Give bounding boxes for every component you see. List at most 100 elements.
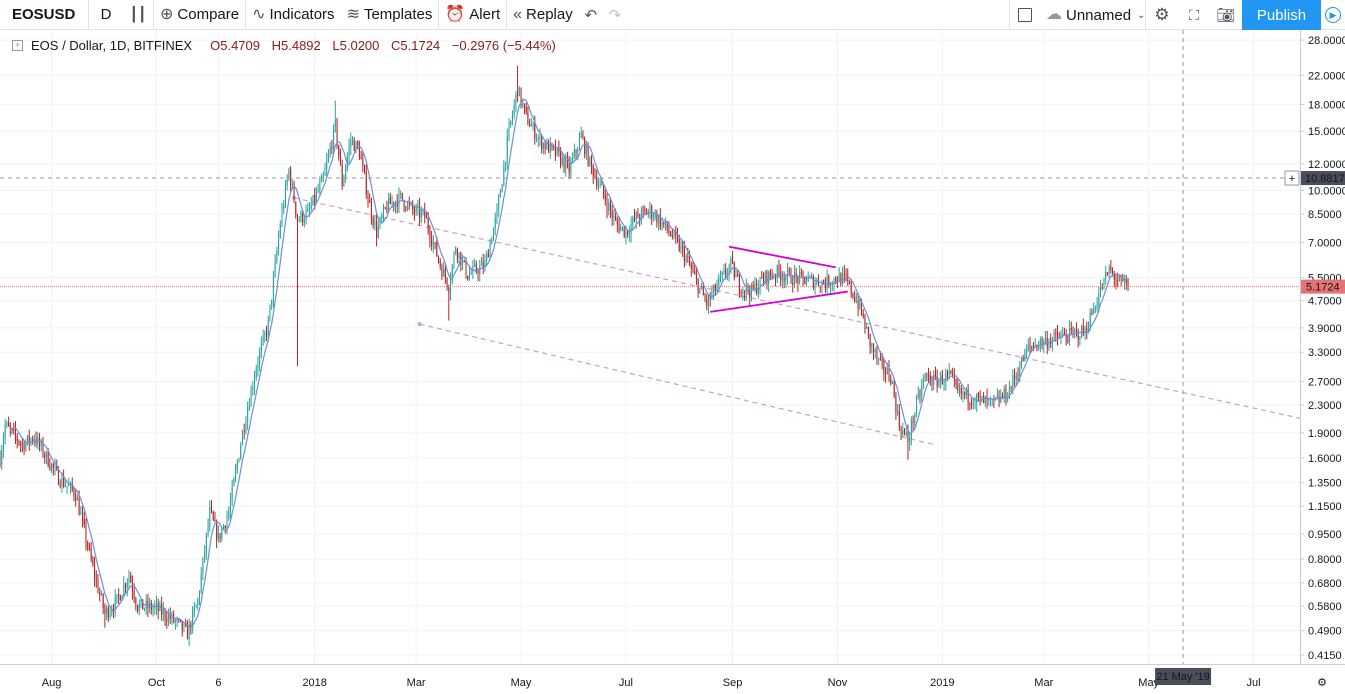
- redo-button[interactable]: ↷: [603, 0, 627, 30]
- candle-body: [833, 278, 835, 285]
- snapshot-button[interactable]: 📷︎: [1210, 0, 1242, 30]
- candle-body: [1038, 345, 1040, 349]
- compare-button[interactable]: ⊕ Compare: [154, 0, 245, 30]
- chart-legend: + EOS / Dollar, 1D, BITFINEX O5.4709 H5.…: [12, 38, 564, 53]
- candle-body: [986, 396, 988, 400]
- axes-layer: 28.0000 22.0000 18.0000 15.0000 12.0000 10.00…: [0, 30, 1345, 694]
- candle-body: [632, 217, 634, 225]
- alert-button[interactable]: ⏰ Alert: [439, 0, 506, 30]
- templates-icon: ≋: [346, 5, 360, 23]
- price-tick-label: 0.9500: [1308, 529, 1342, 541]
- chart-type-button[interactable]: ┃┃: [123, 0, 153, 30]
- undo-icon: ↶: [584, 6, 598, 24]
- candle-body: [940, 374, 942, 381]
- candle-body: [389, 197, 391, 205]
- time-tick-label: Sep: [723, 677, 743, 689]
- candle-body: [505, 162, 507, 166]
- candle-body: [541, 136, 543, 150]
- interval-button[interactable]: D: [100, 6, 112, 23]
- candle-body: [592, 165, 594, 177]
- symbol-search[interactable]: EOSUSD: [12, 6, 76, 23]
- candle-body: [902, 429, 904, 435]
- candle-body: [948, 370, 950, 375]
- candle-body: [572, 157, 574, 162]
- candle-body: [453, 253, 455, 266]
- price-chart[interactable]: 28.0000 22.0000 18.0000 15.0000 12.0000 10.00…: [0, 30, 1345, 694]
- candle-body: [728, 266, 730, 274]
- candle-body: [1101, 286, 1103, 289]
- candle-body: [1026, 349, 1028, 351]
- candle-body: [561, 157, 563, 165]
- candle-body: [1044, 337, 1047, 341]
- candle-body: [161, 604, 163, 615]
- toolbar-right-group: ☁ Unnamed ⌄ ⚙ ⛶ 📷︎ Publish ▶: [1009, 0, 1345, 30]
- settings-button[interactable]: ⚙: [1146, 0, 1178, 30]
- candle-body: [921, 386, 923, 397]
- candle-body: [439, 260, 441, 267]
- candle-body: [558, 147, 560, 152]
- candle-body: [1094, 308, 1096, 310]
- candle-body: [821, 281, 823, 288]
- replay-button[interactable]: « Replay: [507, 0, 579, 30]
- candle-body: [1014, 375, 1016, 379]
- candle-body: [240, 444, 242, 459]
- candle-body: [910, 420, 912, 439]
- candle-body: [534, 123, 536, 140]
- candle-body: [1039, 338, 1041, 346]
- candle-body: [867, 326, 869, 334]
- legend-title[interactable]: EOS / Dollar, 1D, BITFINEX: [31, 38, 193, 53]
- candle-body: [523, 103, 525, 107]
- candle-body: [506, 136, 508, 163]
- candle-body: [787, 269, 789, 277]
- candle-body: [1057, 333, 1059, 338]
- candle-body: [429, 229, 431, 240]
- candle-body: [480, 261, 482, 266]
- price-tick-label: 18.0000: [1308, 100, 1345, 112]
- candle-body: [893, 382, 895, 396]
- candle-body: [11, 428, 13, 430]
- collapse-legend-icon[interactable]: +: [12, 40, 23, 51]
- candle-body: [71, 483, 73, 490]
- candle-body: [1127, 278, 1129, 287]
- candle-body: [680, 245, 682, 251]
- publish-button[interactable]: Publish: [1242, 0, 1321, 30]
- candle-body: [6, 422, 8, 425]
- candle-body: [912, 420, 914, 424]
- candle-body: [683, 248, 685, 262]
- time-axis-bg: [0, 664, 1345, 694]
- candle-body: [981, 396, 983, 398]
- candle-body: [565, 159, 567, 170]
- toolbar-divider: [506, 0, 508, 30]
- candle-body: [654, 213, 656, 218]
- candle-body: [274, 260, 276, 277]
- candle-body: [376, 221, 378, 238]
- candle-body: [92, 559, 94, 566]
- layout-name-dropdown[interactable]: ☁ Unnamed ⌄: [1040, 0, 1145, 30]
- candle-body: [1019, 368, 1021, 376]
- candle-body: [192, 610, 194, 629]
- candle-body: [166, 618, 168, 622]
- candle-body: [358, 147, 360, 158]
- play-button[interactable]: ▶: [1321, 0, 1345, 30]
- candle-body: [281, 209, 283, 225]
- candle-body: [82, 513, 84, 519]
- candle-body: [18, 440, 20, 444]
- candle-body: [286, 179, 288, 185]
- candle-body: [664, 221, 666, 225]
- templates-button[interactable]: ≋ Templates: [341, 0, 439, 30]
- indicators-label: Indicators: [269, 6, 335, 23]
- candle-body: [176, 619, 178, 622]
- layout-button[interactable]: [1010, 0, 1040, 30]
- candle-body: [1032, 346, 1034, 348]
- undo-button[interactable]: ↶: [579, 0, 603, 30]
- candle-body: [75, 496, 77, 501]
- candle-body: [267, 319, 269, 336]
- candle-body: [848, 281, 850, 283]
- fullscreen-button[interactable]: ⛶: [1178, 0, 1210, 30]
- indicators-button[interactable]: ∿ Indicators: [246, 0, 340, 30]
- candle-body: [465, 260, 467, 276]
- candle-body: [955, 379, 957, 385]
- play-icon: ▶: [1325, 7, 1341, 23]
- candle-body: [185, 624, 187, 626]
- candle-body: [812, 276, 814, 289]
